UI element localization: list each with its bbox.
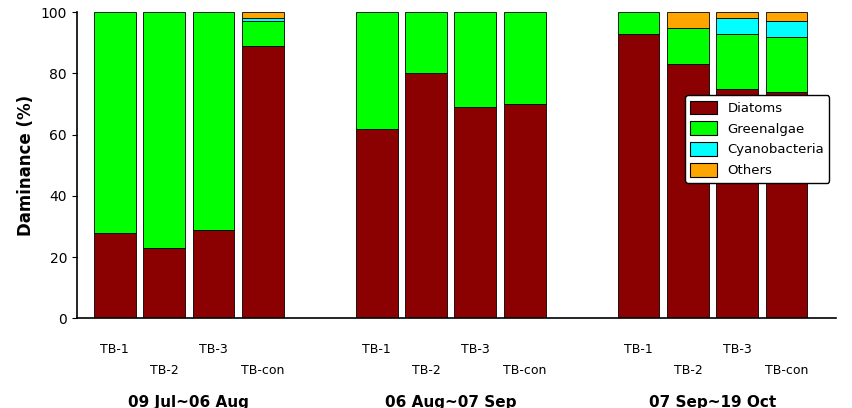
- Bar: [666, 64, 708, 318]
- Text: TB-con: TB-con: [503, 364, 546, 377]
- Bar: [716, 12, 757, 18]
- Text: 07 Sep~19 Oct: 07 Sep~19 Oct: [648, 395, 775, 408]
- Bar: [454, 107, 496, 318]
- Bar: [765, 22, 807, 37]
- Text: TB-3: TB-3: [460, 343, 489, 356]
- Bar: [617, 34, 659, 318]
- Text: TB-1: TB-1: [362, 343, 390, 356]
- Text: TB-1: TB-1: [101, 343, 129, 356]
- Bar: [355, 12, 397, 129]
- Bar: [504, 12, 545, 104]
- Bar: [765, 92, 807, 318]
- Text: 09 Jul~06 Aug: 09 Jul~06 Aug: [128, 395, 249, 408]
- Bar: [405, 12, 446, 73]
- Y-axis label: Daminance (%): Daminance (%): [17, 95, 35, 236]
- Bar: [617, 12, 659, 34]
- Text: TB-3: TB-3: [199, 343, 227, 356]
- Bar: [242, 46, 284, 318]
- Text: TB-1: TB-1: [624, 343, 652, 356]
- Bar: [666, 12, 708, 28]
- Legend: Diatoms, Greenalgae, Cyanobacteria, Others: Diatoms, Greenalgae, Cyanobacteria, Othe…: [684, 95, 828, 182]
- Bar: [355, 129, 397, 318]
- Bar: [94, 12, 135, 233]
- Bar: [242, 12, 284, 18]
- Text: TB-2: TB-2: [149, 364, 178, 377]
- Bar: [716, 18, 757, 34]
- Bar: [716, 89, 757, 318]
- Text: TB-2: TB-2: [673, 364, 701, 377]
- Bar: [454, 12, 496, 107]
- Text: TB-2: TB-2: [412, 364, 440, 377]
- Bar: [94, 233, 135, 318]
- Bar: [504, 104, 545, 318]
- Bar: [405, 73, 446, 318]
- Bar: [242, 21, 284, 46]
- Bar: [193, 12, 234, 229]
- Bar: [143, 12, 185, 248]
- Text: TB-con: TB-con: [764, 364, 808, 377]
- Text: TB-con: TB-con: [241, 364, 284, 377]
- Bar: [193, 229, 234, 318]
- Bar: [765, 37, 807, 92]
- Bar: [242, 18, 284, 22]
- Bar: [765, 12, 807, 22]
- Bar: [143, 248, 185, 318]
- Text: TB-3: TB-3: [722, 343, 751, 356]
- Bar: [716, 34, 757, 89]
- Text: 06 Aug~07 Sep: 06 Aug~07 Sep: [384, 395, 515, 408]
- Bar: [666, 27, 708, 64]
